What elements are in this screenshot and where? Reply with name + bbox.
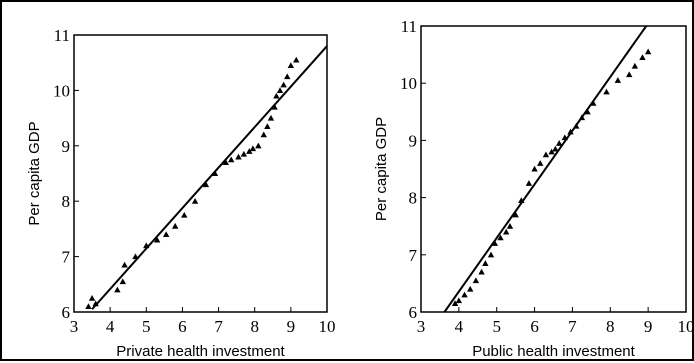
data-point (172, 223, 178, 229)
x-tick-label: 8 (250, 317, 259, 336)
data-point (556, 140, 562, 146)
data-point (132, 253, 138, 259)
data-point (482, 260, 488, 266)
x-tick-label: 3 (70, 317, 79, 336)
data-point (235, 154, 241, 160)
x-tick-label: 10 (319, 317, 336, 336)
y-axis-label: Per capita GDP (373, 117, 390, 221)
data-point (503, 229, 509, 235)
y-tick-label: 6 (409, 303, 418, 322)
x-tick-label: 7 (214, 317, 223, 336)
x-tick-label: 5 (492, 317, 501, 336)
data-point (250, 145, 256, 151)
data-point (280, 82, 286, 88)
fit-line (444, 26, 646, 312)
data-point (543, 152, 549, 158)
data-point (293, 57, 299, 63)
data-point (632, 63, 638, 69)
data-point (531, 166, 537, 172)
data-point (85, 303, 91, 309)
data-point (552, 146, 558, 152)
data-point (461, 292, 467, 298)
plot-area-border (74, 35, 327, 312)
data-point (241, 151, 247, 157)
chart-1: 3 4 5 6 7 8 9 10 6 7 8 9 10 11 Private health investme… (26, 26, 336, 360)
x-tick-label: 9 (287, 317, 296, 336)
y-tick-label: 11 (401, 17, 417, 36)
x-tick-label: 4 (106, 317, 115, 336)
data-point (255, 143, 261, 149)
data-point (288, 62, 294, 68)
chart-2: 3 4 5 6 7 8 9 10 6 7 8 9 10 11 Public health investmen… (373, 17, 694, 360)
y-tick-label: 9 (62, 137, 71, 156)
x-axis-label: Public health investment (472, 343, 635, 360)
y-tick-label: 7 (409, 246, 418, 265)
data-point (626, 71, 632, 77)
data-point (603, 89, 609, 95)
y-axis-label: Per capita GDP (26, 121, 43, 225)
x-tick-label: 10 (678, 317, 694, 336)
y-tick-label: 7 (62, 248, 71, 267)
data-point (261, 132, 267, 138)
data-point (114, 287, 120, 293)
data-point (467, 286, 473, 292)
data-point (273, 93, 279, 99)
data-point (488, 252, 494, 258)
data-point (120, 278, 126, 284)
data-point (478, 269, 484, 275)
data-point (639, 54, 645, 60)
data-point (284, 73, 290, 79)
y-tick-label: 10 (53, 81, 70, 100)
y-tick-label: 10 (400, 74, 417, 93)
y-tick-label: 8 (409, 189, 418, 208)
x-tick-label: 6 (178, 317, 187, 336)
data-point (163, 231, 169, 237)
x-tick-label: 9 (644, 317, 653, 336)
x-tick-label: 8 (606, 317, 615, 336)
data-point (181, 212, 187, 218)
data-point (264, 123, 270, 129)
fit-line (92, 46, 327, 309)
x-axis-label: Private health investment (116, 343, 285, 360)
data-point (89, 295, 95, 301)
data-point (268, 115, 274, 121)
data-point (473, 277, 479, 283)
x-tick-label: 4 (455, 317, 464, 336)
data-point (615, 77, 621, 83)
y-tick-label: 6 (62, 303, 71, 322)
x-tick-label: 3 (417, 317, 426, 336)
data-point (526, 180, 532, 186)
x-tick-label: 7 (568, 317, 577, 336)
y-tick-label: 8 (62, 192, 71, 211)
y-tick-label: 11 (54, 26, 70, 45)
data-point (121, 262, 127, 268)
y-tick-label: 9 (409, 131, 418, 150)
x-tick-label: 5 (142, 317, 151, 336)
data-point (537, 160, 543, 166)
plot-area-border (421, 26, 686, 312)
x-tick-label: 6 (530, 317, 539, 336)
data-point (645, 49, 651, 55)
data-point (192, 198, 198, 204)
data-point (277, 87, 283, 93)
data-point (456, 297, 462, 303)
